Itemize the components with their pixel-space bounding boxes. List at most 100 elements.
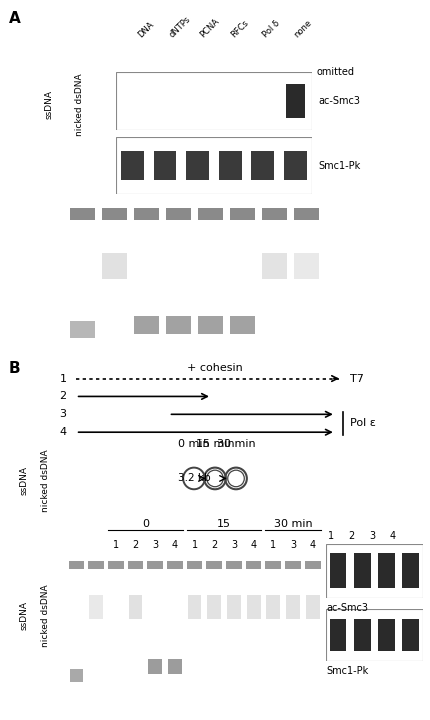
- Bar: [186, 151, 209, 180]
- Bar: [102, 253, 127, 279]
- Text: Smc1-Pk: Smc1-Pk: [326, 666, 368, 676]
- Text: T7: T7: [350, 374, 363, 384]
- Text: Pol ε: Pol ε: [350, 418, 375, 428]
- Bar: [219, 151, 242, 180]
- Bar: [166, 316, 191, 334]
- Bar: [121, 151, 144, 180]
- Bar: [252, 151, 274, 180]
- Text: nicked dsDNA: nicked dsDNA: [41, 450, 49, 512]
- Text: 2: 2: [132, 540, 138, 550]
- Bar: [198, 208, 223, 220]
- Bar: [329, 619, 347, 651]
- Text: 4: 4: [172, 540, 178, 550]
- Bar: [285, 561, 301, 569]
- Text: 1: 1: [113, 540, 119, 550]
- Bar: [154, 151, 176, 180]
- Bar: [206, 561, 222, 569]
- Text: nicked dsDNA: nicked dsDNA: [75, 73, 84, 135]
- Bar: [294, 253, 319, 279]
- Text: 1: 1: [59, 374, 66, 384]
- Text: ac-Smc3: ac-Smc3: [326, 603, 368, 613]
- Bar: [284, 151, 307, 180]
- Text: 1: 1: [270, 540, 276, 550]
- Text: DNA: DNA: [136, 20, 156, 40]
- Text: 3: 3: [369, 531, 375, 541]
- Text: 30 min: 30 min: [273, 519, 312, 529]
- Bar: [329, 553, 347, 588]
- Bar: [226, 561, 242, 569]
- Bar: [354, 619, 371, 651]
- Text: nicked dsDNA: nicked dsDNA: [41, 585, 49, 647]
- Text: B: B: [9, 361, 20, 377]
- Text: 2: 2: [59, 392, 66, 402]
- Text: PCNA: PCNA: [198, 17, 221, 40]
- Bar: [134, 208, 160, 220]
- Text: ssDNA: ssDNA: [45, 90, 54, 119]
- Text: 4: 4: [251, 540, 257, 550]
- Text: 4: 4: [310, 540, 316, 550]
- Bar: [108, 561, 124, 569]
- Bar: [168, 659, 182, 675]
- Text: 1: 1: [191, 540, 198, 550]
- Text: 15: 15: [217, 519, 231, 529]
- Bar: [70, 320, 95, 338]
- Text: ssDNA: ssDNA: [19, 601, 28, 630]
- Bar: [134, 316, 160, 334]
- Bar: [230, 316, 255, 334]
- Text: 15 min: 15 min: [196, 439, 234, 449]
- Bar: [166, 208, 191, 220]
- Text: 3: 3: [152, 540, 158, 550]
- Bar: [378, 553, 395, 588]
- Text: Smc1-Pk: Smc1-Pk: [318, 161, 360, 171]
- Text: ac-Smc3: ac-Smc3: [318, 96, 360, 106]
- Bar: [102, 208, 127, 220]
- Bar: [187, 595, 202, 619]
- Bar: [148, 659, 162, 675]
- Text: 3: 3: [290, 540, 296, 550]
- Bar: [262, 253, 287, 279]
- Bar: [88, 561, 104, 569]
- Text: A: A: [9, 11, 20, 26]
- Text: RFCs: RFCs: [230, 19, 251, 40]
- Bar: [262, 208, 287, 220]
- Bar: [207, 595, 221, 619]
- Bar: [247, 595, 261, 619]
- Bar: [294, 208, 319, 220]
- Bar: [129, 595, 142, 619]
- Bar: [230, 208, 255, 220]
- Bar: [198, 316, 223, 334]
- Text: 30 min: 30 min: [217, 439, 255, 449]
- Bar: [267, 595, 280, 619]
- Bar: [69, 561, 84, 569]
- Bar: [305, 561, 320, 569]
- Text: 4: 4: [390, 531, 396, 541]
- Text: Pol δ: Pol δ: [261, 19, 281, 40]
- Text: none: none: [292, 18, 313, 40]
- Text: 3: 3: [231, 540, 237, 550]
- Bar: [286, 595, 300, 619]
- Bar: [89, 595, 103, 619]
- Bar: [265, 561, 281, 569]
- Bar: [227, 595, 241, 619]
- Bar: [378, 619, 395, 651]
- Text: dNTPs: dNTPs: [167, 15, 192, 40]
- Text: 4: 4: [59, 427, 66, 437]
- Text: 1: 1: [328, 531, 334, 541]
- Bar: [167, 561, 183, 569]
- Text: ssDNA: ssDNA: [19, 467, 28, 495]
- Bar: [402, 619, 419, 651]
- Bar: [354, 553, 371, 588]
- Text: 0 min: 0 min: [178, 439, 210, 449]
- Text: 2: 2: [211, 540, 218, 550]
- Bar: [187, 561, 203, 569]
- Bar: [246, 561, 261, 569]
- Bar: [402, 553, 419, 588]
- Text: omitted: omitted: [316, 67, 354, 77]
- Text: + cohesin: + cohesin: [187, 363, 243, 373]
- Text: 2: 2: [349, 531, 355, 541]
- Bar: [306, 595, 319, 619]
- Bar: [147, 561, 163, 569]
- Bar: [286, 84, 305, 118]
- Bar: [70, 669, 83, 683]
- Bar: [70, 208, 95, 220]
